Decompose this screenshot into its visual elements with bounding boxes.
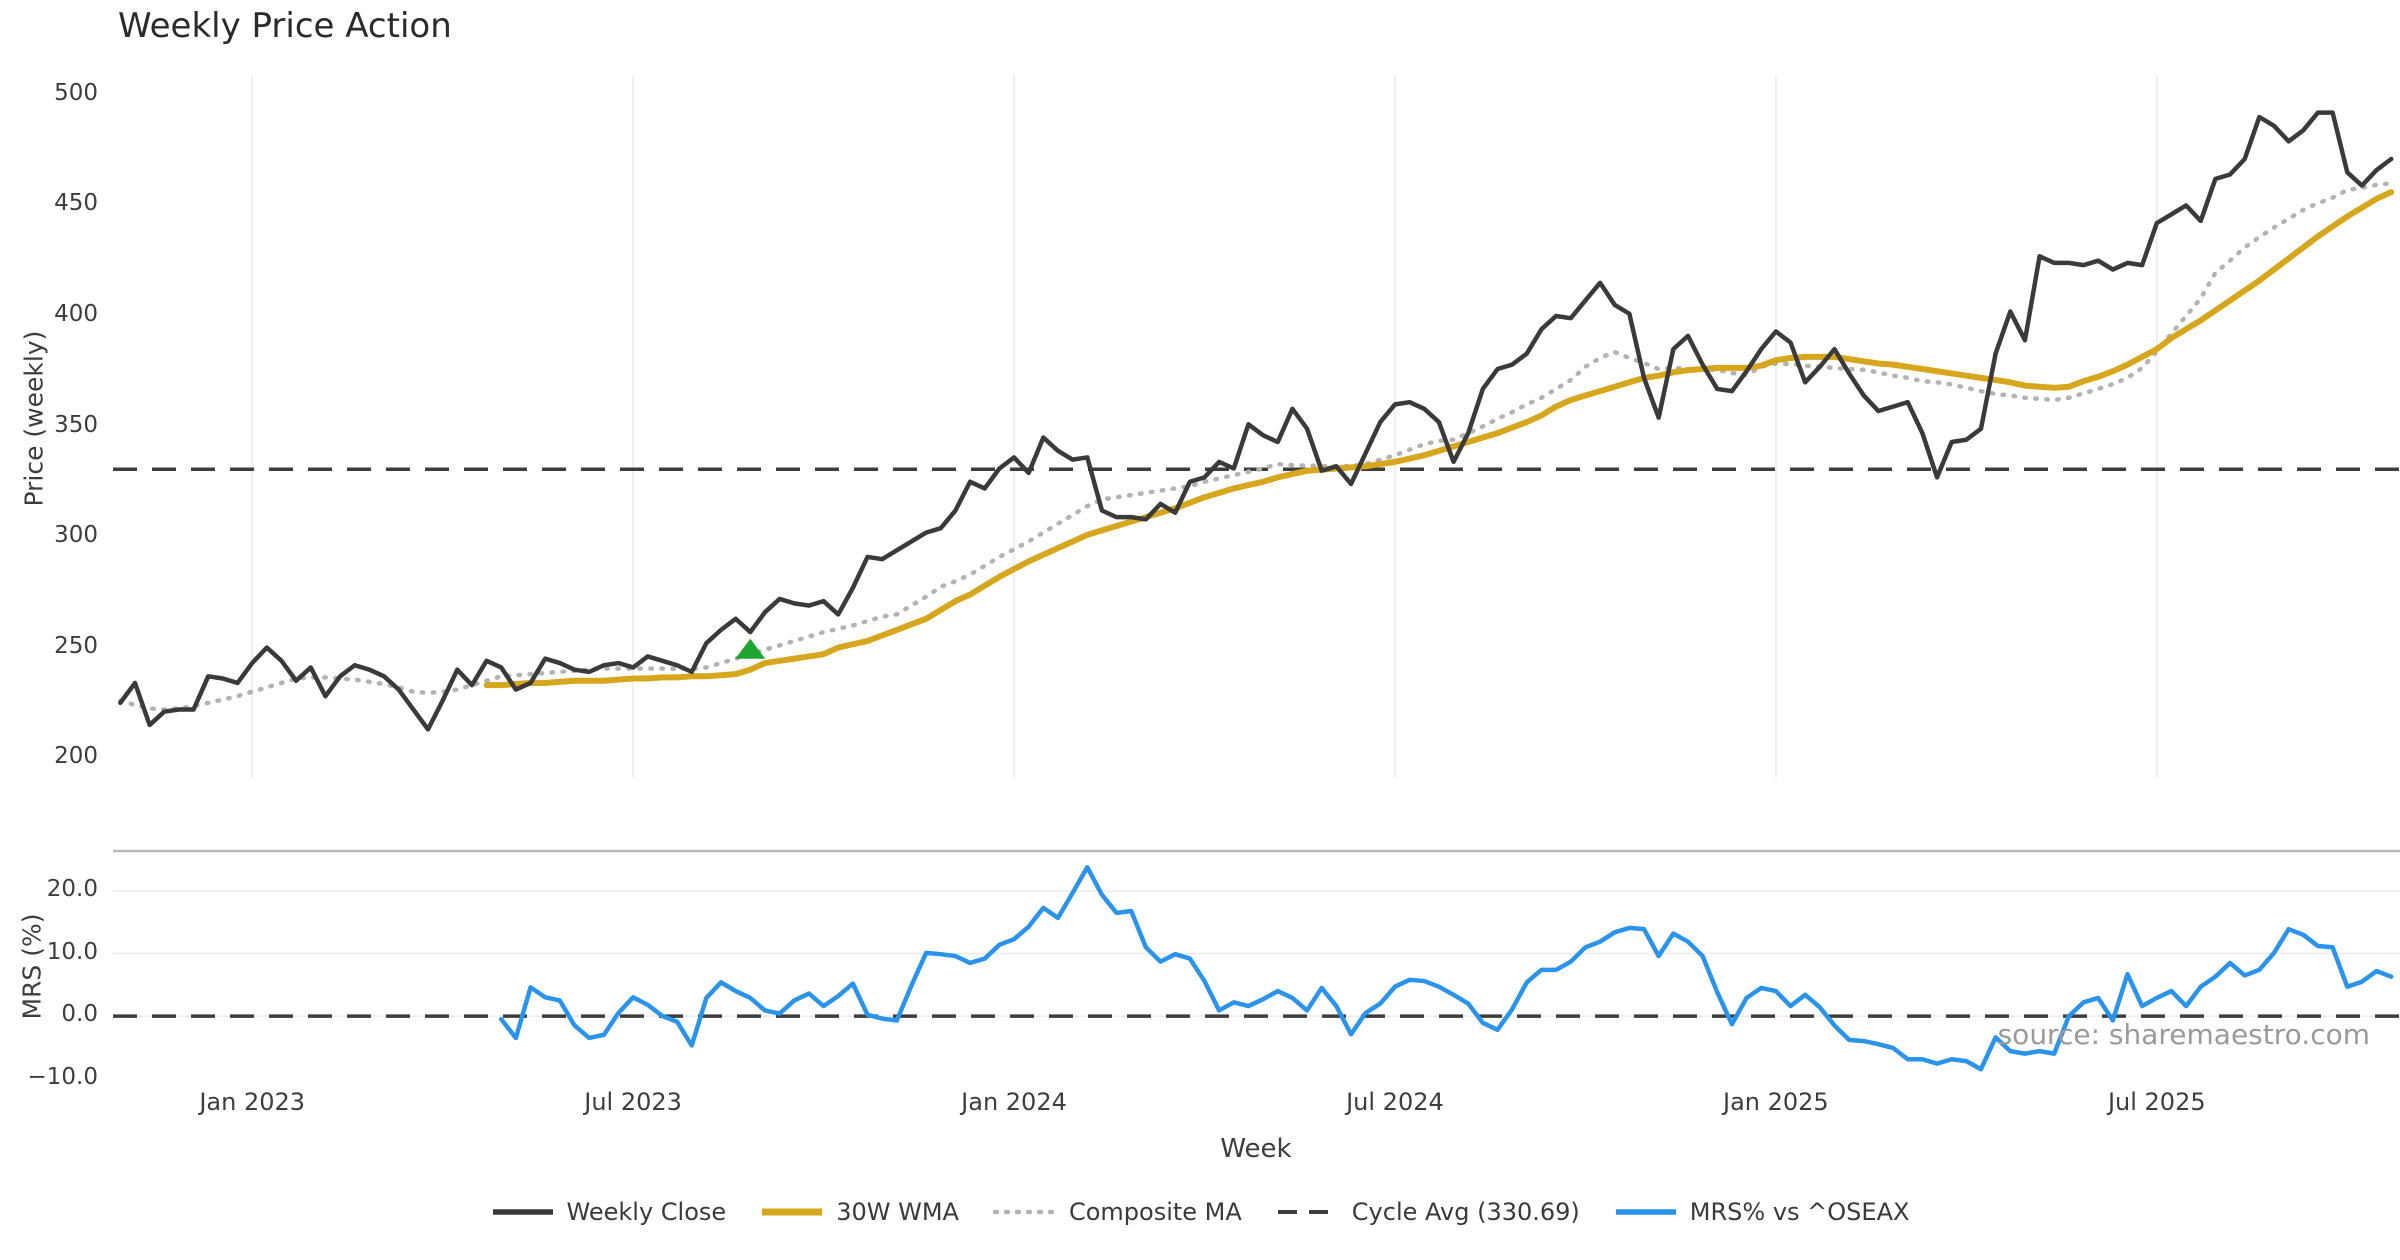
legend-item: Cycle Avg (330.69) [1276, 1198, 1580, 1226]
legend-swatch-solid-icon [492, 1209, 553, 1215]
source-note: source: sharemaestro.com [1997, 1018, 2370, 1051]
legend-label: Composite MA [1068, 1198, 1242, 1226]
price-ytick: 250 [54, 632, 98, 659]
price-ytick: 400 [54, 300, 98, 327]
price-ytick: 500 [54, 79, 98, 106]
legend-item: Composite MA [992, 1198, 1242, 1226]
legend-item: MRS% vs ^OSEAX [1614, 1198, 1910, 1226]
legend-item: Weekly Close [491, 1198, 727, 1226]
mrs-line [498, 865, 2394, 1072]
xtick: Jan 2024 [961, 1088, 1067, 1116]
mrs-ytick: 20.0 [46, 876, 98, 903]
buy-signal-triangle-icon [735, 638, 766, 659]
legend: Weekly Close 30W WMA Composite MA Cycle Avg… [0, 1198, 2400, 1226]
chart-title: Weekly Price Action [118, 6, 452, 46]
xtick: Jul 2024 [1346, 1088, 1444, 1116]
mrs-ytick: −10.0 [27, 1063, 98, 1090]
legend-label: Cycle Avg (330.69) [1351, 1198, 1580, 1226]
price-ytick: 450 [54, 190, 98, 217]
legend-swatch-solid-icon [1615, 1209, 1676, 1215]
xtick: Jul 2025 [2107, 1088, 2206, 1116]
wma-line [483, 189, 2395, 689]
legend-swatch-dashed-icon [1277, 1210, 1338, 1214]
composite-ma-line [118, 181, 2394, 712]
legend-label: Weekly Close [566, 1198, 727, 1226]
legend-label: 30W WMA [836, 1198, 959, 1226]
price-ytick: 350 [54, 411, 98, 438]
mrs-ytick: 0.0 [61, 1001, 98, 1028]
legend-label: MRS% vs ^OSEAX [1689, 1198, 1910, 1226]
xtick: Jan 2025 [1723, 1088, 1829, 1116]
xtick: Jul 2023 [584, 1088, 682, 1116]
price-ytick: 200 [54, 743, 98, 770]
xtick: Jan 2023 [199, 1088, 306, 1116]
mrs-ytick: 10.0 [46, 938, 98, 965]
weekly-close-line [118, 110, 2394, 732]
legend-item: 30W WMA [760, 1198, 959, 1226]
legend-swatch-dotted-icon [992, 1209, 1057, 1215]
legend-swatch-solid-icon [762, 1208, 823, 1216]
x-axis-label: Week [1220, 1134, 1292, 1164]
price-ytick: 300 [54, 522, 98, 549]
